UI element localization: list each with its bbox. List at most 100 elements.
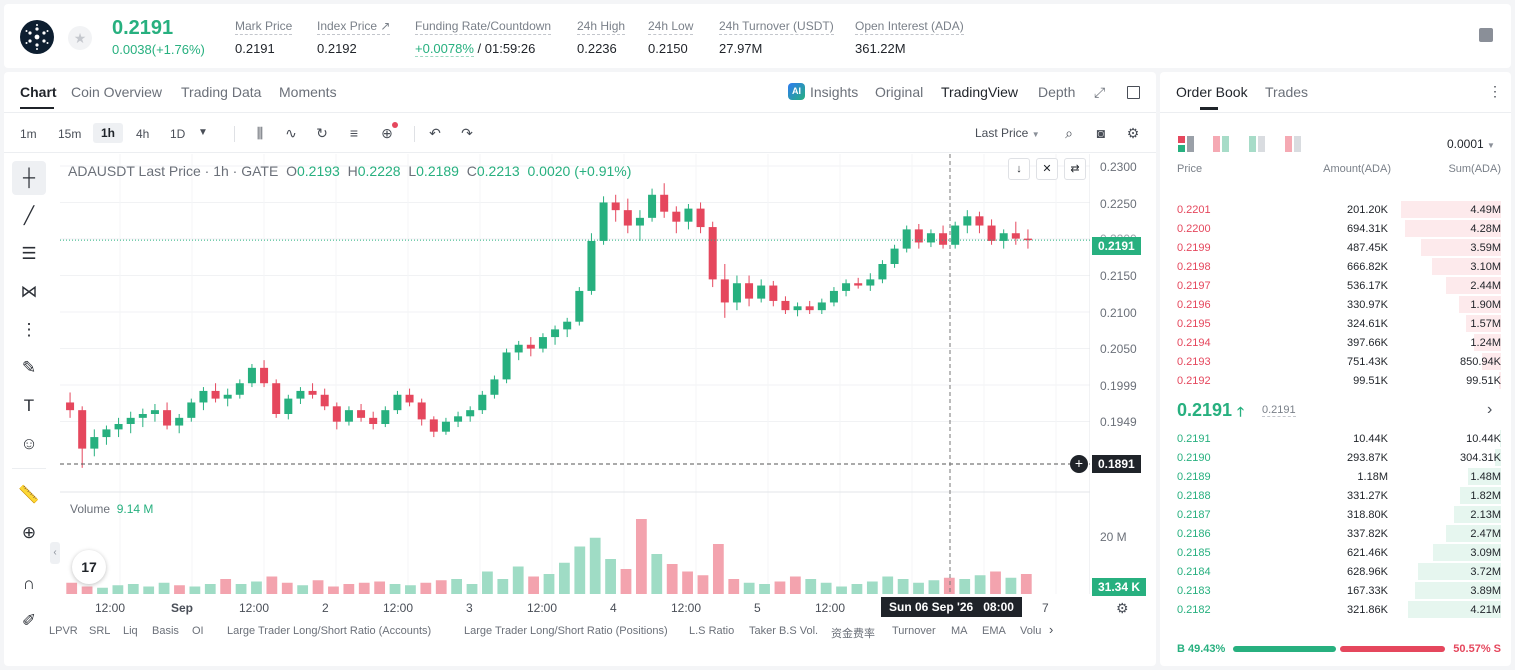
orderbook-row[interactable]: 0.2194 397.66K 1.24M (1160, 333, 1511, 352)
candles-icon[interactable]: ⫼ (256, 125, 264, 141)
precision-select[interactable]: 0.0001 ▼ (1447, 137, 1495, 151)
arrow-down-icon[interactable]: ↓ (1008, 158, 1030, 180)
tf-1m[interactable]: 1m (20, 127, 37, 141)
orderbook-row[interactable]: 0.2191 10.44K 10.44K (1160, 429, 1511, 448)
add-indicator-icon[interactable]: ⊕ (378, 122, 398, 142)
orderbook-row[interactable]: 0.2188 331.27K 1.82M (1160, 486, 1511, 505)
orderbook-row[interactable]: 0.2193 751.43K 850.94K (1160, 352, 1511, 371)
magnet-tool-icon[interactable]: ∩ (22, 574, 36, 593)
indicator-13[interactable]: Volu (1020, 625, 1042, 637)
add-order-icon[interactable]: + (1070, 455, 1088, 473)
tradingview-logo-icon[interactable]: 17 (72, 550, 106, 584)
orderbook-row[interactable]: 0.2187 318.80K 2.13M (1160, 505, 1511, 524)
book-icon[interactable] (1479, 28, 1493, 42)
axis-settings-icon[interactable]: ⚙ (1116, 600, 1129, 616)
indicator-9[interactable]: 资金费率 (831, 628, 875, 640)
indicators-icon[interactable]: ∿ (285, 125, 297, 141)
template-icon[interactable]: ≡ (349, 125, 359, 141)
lock-drawing-tool-icon[interactable]: ✐ (21, 611, 37, 630)
chevron-right-icon[interactable]: › (1049, 622, 1054, 637)
tf-4h[interactable]: 4h (136, 127, 150, 141)
candle-body (514, 344, 523, 353)
orderbook-row[interactable]: 0.2186 337.82K 2.47M (1160, 524, 1511, 543)
redo-icon[interactable]: ↷ (461, 125, 473, 141)
tf-15m[interactable]: 15m (58, 127, 82, 141)
brush-tool-icon[interactable]: ✎ (21, 358, 37, 377)
crosshair-tool-icon[interactable]: ┼ (12, 161, 46, 195)
tf-1h[interactable]: 1h (93, 123, 124, 143)
camera-icon[interactable]: ◙ (1096, 125, 1106, 141)
orderbook-row[interactable]: 0.2184 628.96K 3.72M (1160, 562, 1511, 581)
orderbook-row[interactable]: 0.2189 1.18M 1.48M (1160, 467, 1511, 486)
favorite-star-icon[interactable]: ★ (68, 26, 92, 50)
indicator-4[interactable]: OI (192, 625, 204, 637)
gear-icon[interactable]: ⚙ (1126, 125, 1140, 141)
stat-index-price[interactable]: Index Price ↗ 0.2192 (317, 19, 391, 56)
indicator-0[interactable]: LPVR (49, 625, 78, 637)
view-both-icon[interactable] (1178, 136, 1196, 155)
price-type-select[interactable]: Last Price ▼ (975, 126, 1040, 140)
tab-coin-overview[interactable]: Coin Overview (71, 84, 163, 100)
more-icon[interactable]: ⋮ (1488, 83, 1502, 99)
indicator-11[interactable]: MA (951, 625, 968, 637)
orderbook-row[interactable]: 0.2200 694.31K 4.28M (1160, 219, 1511, 238)
x-axis-label: 7 (1042, 601, 1049, 615)
tab-moments[interactable]: Moments (279, 84, 337, 100)
view-tradingview[interactable]: TradingView (941, 84, 1019, 100)
undo-icon[interactable]: ↶ (429, 125, 441, 141)
orderbook-row[interactable]: 0.2183 167.33K 3.89M (1160, 581, 1511, 600)
indicator-8[interactable]: Taker B.S Vol. (749, 625, 819, 637)
indicator-3[interactable]: Basis (152, 625, 179, 637)
indicator-10[interactable]: Turnover (892, 625, 936, 637)
orderbook-row[interactable]: 0.2195 324.61K 1.57M (1160, 314, 1511, 333)
pattern-tool-icon[interactable]: ⋈ (20, 282, 38, 301)
tf-1d[interactable]: 1D (170, 127, 186, 141)
view-bids-icon[interactable] (1249, 136, 1267, 155)
tab-trades[interactable]: Trades (1265, 84, 1309, 100)
view-split-icon[interactable] (1213, 136, 1231, 155)
orderbook-row[interactable]: 0.2197 536.17K 2.44M (1160, 276, 1511, 295)
orderbook-row[interactable]: 0.2185 621.46K 3.09M (1160, 543, 1511, 562)
candlestick-chart[interactable] (60, 154, 1090, 594)
view-original[interactable]: Original (875, 84, 924, 100)
tab-order-book[interactable]: Order Book (1176, 84, 1248, 100)
loop-icon[interactable]: ⇄ (1064, 158, 1086, 180)
indicator-5[interactable]: Large Trader Long/Short Ratio (Accounts) (227, 625, 432, 637)
indicator-6[interactable]: Large Trader Long/Short Ratio (Positions… (464, 625, 668, 637)
candle-body (344, 410, 353, 422)
last-price-tag: 0.2191 (1092, 237, 1141, 255)
fib-tool-icon[interactable]: ⋮ (20, 320, 38, 339)
row-sum: 10.44K (1466, 433, 1501, 445)
orderbook-row[interactable]: 0.2192 99.51K 99.51K (1160, 371, 1511, 390)
view-depth[interactable]: Depth (1038, 84, 1076, 100)
orderbook-row[interactable]: 0.2196 330.97K 1.90M (1160, 295, 1511, 314)
fullscreen-icon[interactable]: ⤢ (1094, 84, 1106, 100)
search-icon[interactable]: ⌕ (1065, 125, 1073, 141)
indicator-7[interactable]: L.S Ratio (689, 625, 735, 637)
view-asks-icon[interactable] (1285, 136, 1303, 155)
orderbook-row[interactable]: 0.2199 487.45K 3.59M (1160, 238, 1511, 257)
window-icon[interactable] (1127, 86, 1140, 99)
trendline-tool-icon[interactable]: ╱ (23, 206, 35, 225)
horizontal-lines-tool-icon[interactable]: ☰ (21, 244, 37, 263)
tab-chart[interactable]: Chart (20, 84, 57, 100)
orderbook-row[interactable]: 0.2182 321.86K 4.21M (1160, 600, 1511, 619)
indicator-1[interactable]: SRL (89, 625, 111, 637)
orderbook-row[interactable]: 0.2198 666.82K 3.10M (1160, 257, 1511, 276)
chevron-down-icon[interactable]: ▼ (198, 127, 208, 138)
indicator-12[interactable]: EMA (982, 625, 1006, 637)
tab-trading-data[interactable]: Trading Data (181, 84, 262, 100)
indicator-2[interactable]: Liq (123, 625, 138, 637)
collapse-icon[interactable]: ✕ (1036, 158, 1058, 180)
row-amount: 321.86K (1347, 604, 1388, 616)
zoom-in-tool-icon[interactable]: ⊕ (21, 523, 37, 542)
chevron-right-icon[interactable]: › (1487, 401, 1493, 418)
ruler-tool-icon[interactable]: 📏 (18, 485, 40, 504)
orderbook-row[interactable]: 0.2201 201.20K 4.49M (1160, 200, 1511, 219)
orderbook-row[interactable]: 0.2190 293.87K 304.31K (1160, 448, 1511, 467)
emoji-tool-icon[interactable]: ☺ (20, 434, 38, 453)
text-tool-icon[interactable]: T (23, 396, 35, 415)
replay-icon[interactable]: ↻ (316, 125, 328, 141)
collapse-toolbar-icon[interactable]: ‹ (50, 542, 60, 564)
view-insights[interactable]: Insights (810, 84, 859, 100)
